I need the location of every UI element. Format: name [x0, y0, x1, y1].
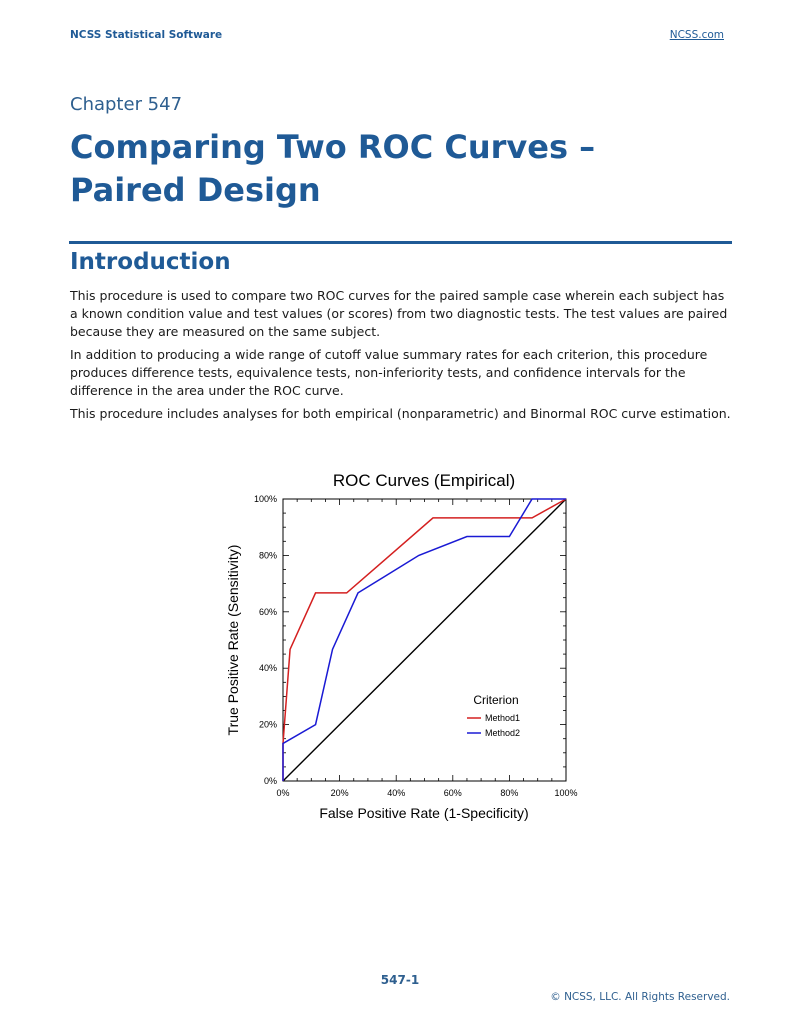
y-tick-label: 20%: [259, 720, 277, 730]
y-tick-label: 40%: [259, 663, 277, 673]
paragraph: This procedure includes analyses for bot…: [70, 406, 731, 421]
chapter-number: Chapter 547: [70, 94, 183, 115]
diagonal-reference-line: [282, 498, 567, 782]
paragraph: In addition to producing a wide range of…: [70, 347, 708, 398]
header-site-link[interactable]: NCSS.com: [669, 29, 724, 41]
series-line-method1: [282, 498, 567, 781]
x-axis-label: False Positive Rate (1-Specificity): [319, 805, 528, 821]
y-axis-label: True Positive Rate (Sensitivity): [225, 545, 241, 736]
page-number: 547-1: [380, 973, 420, 987]
header-software-name: NCSS Statistical Software: [70, 29, 223, 41]
x-tick-label: 0%: [276, 788, 289, 798]
title-divider: [69, 241, 732, 244]
x-tick-label: 60%: [444, 788, 462, 798]
x-tick-label: 100%: [554, 788, 577, 798]
y-tick-label: 0%: [264, 776, 277, 786]
series-line-method2: [282, 498, 566, 781]
y-tick-label: 60%: [259, 607, 277, 617]
legend-label-method2: Method2: [485, 728, 520, 738]
page-title: Comparing Two ROC Curves – Paired Design: [70, 128, 596, 209]
paragraph: This procedure is used to compare two RO…: [70, 288, 728, 339]
y-tick-label: 80%: [259, 550, 277, 560]
x-tick-label: 80%: [500, 788, 518, 798]
legend-title: Criterion: [473, 693, 518, 707]
x-tick-label: 40%: [387, 788, 405, 798]
intro-text: This procedure is used to compare two RO…: [70, 287, 734, 428]
x-tick-label: 20%: [331, 788, 349, 798]
copyright-notice: © NCSS, LLC. All Rights Reserved.: [550, 991, 730, 1003]
chart-title: ROC Curves (Empirical): [333, 471, 515, 490]
legend-label-method1: Method1: [485, 713, 520, 723]
section-heading: Introduction: [70, 249, 231, 275]
y-tick-label: 100%: [254, 494, 277, 504]
